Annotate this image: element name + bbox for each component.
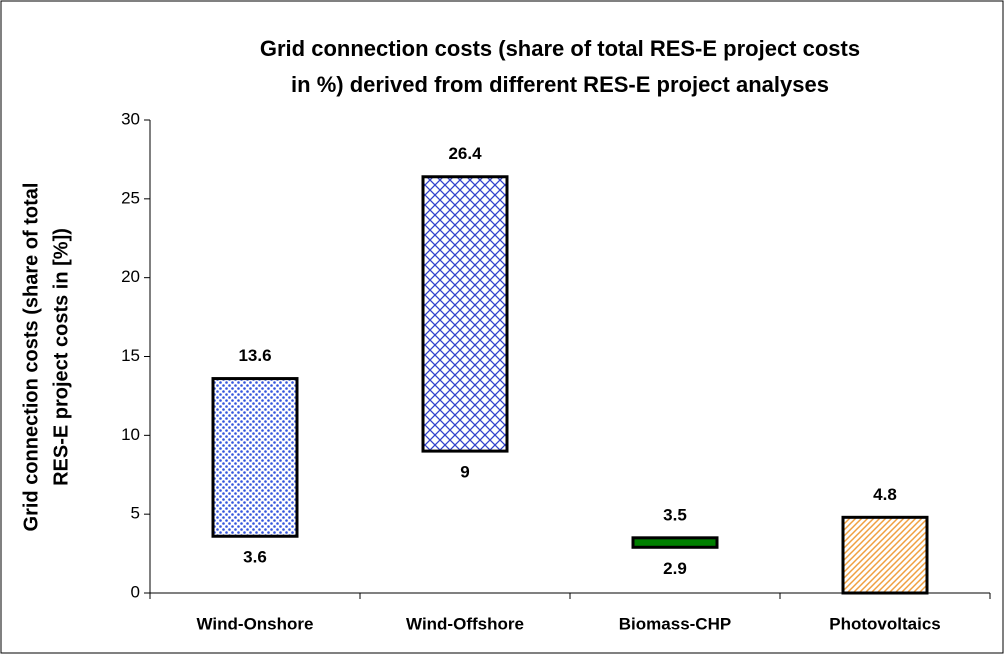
chart-title: in %) derived from different RES-E proje…: [291, 72, 829, 97]
bar: [211, 377, 299, 538]
value-label: 13.6: [238, 346, 271, 365]
bar: [841, 515, 929, 595]
chart-title: Grid connection costs (share of total RE…: [260, 36, 860, 61]
value-label: 2.9: [663, 559, 687, 578]
x-tick-label: Photovoltaics: [829, 614, 940, 633]
y-tick-label: 30: [121, 109, 140, 128]
x-tick-label: Wind-Offshore: [406, 614, 524, 633]
bar: [421, 175, 509, 453]
value-label: 3.6: [243, 548, 267, 567]
y-tick-label: 15: [121, 346, 140, 365]
value-label: 9: [460, 463, 469, 482]
y-axis-label: RES-E project costs in [%]): [50, 228, 72, 486]
y-tick-label: 10: [121, 425, 140, 444]
y-tick-label: 5: [131, 504, 140, 523]
bar: [631, 536, 719, 549]
y-tick-label: 20: [121, 267, 140, 286]
value-label: 4.8: [873, 485, 897, 504]
y-axis-label: Grid connection costs (share of total: [20, 183, 42, 532]
value-label: 3.5: [663, 505, 687, 524]
x-tick-label: Biomass-CHP: [619, 614, 731, 633]
y-tick-label: 0: [131, 582, 140, 601]
value-label: 26.4: [448, 144, 482, 163]
y-tick-label: 25: [121, 188, 140, 207]
x-tick-label: Wind-Onshore: [197, 614, 314, 633]
